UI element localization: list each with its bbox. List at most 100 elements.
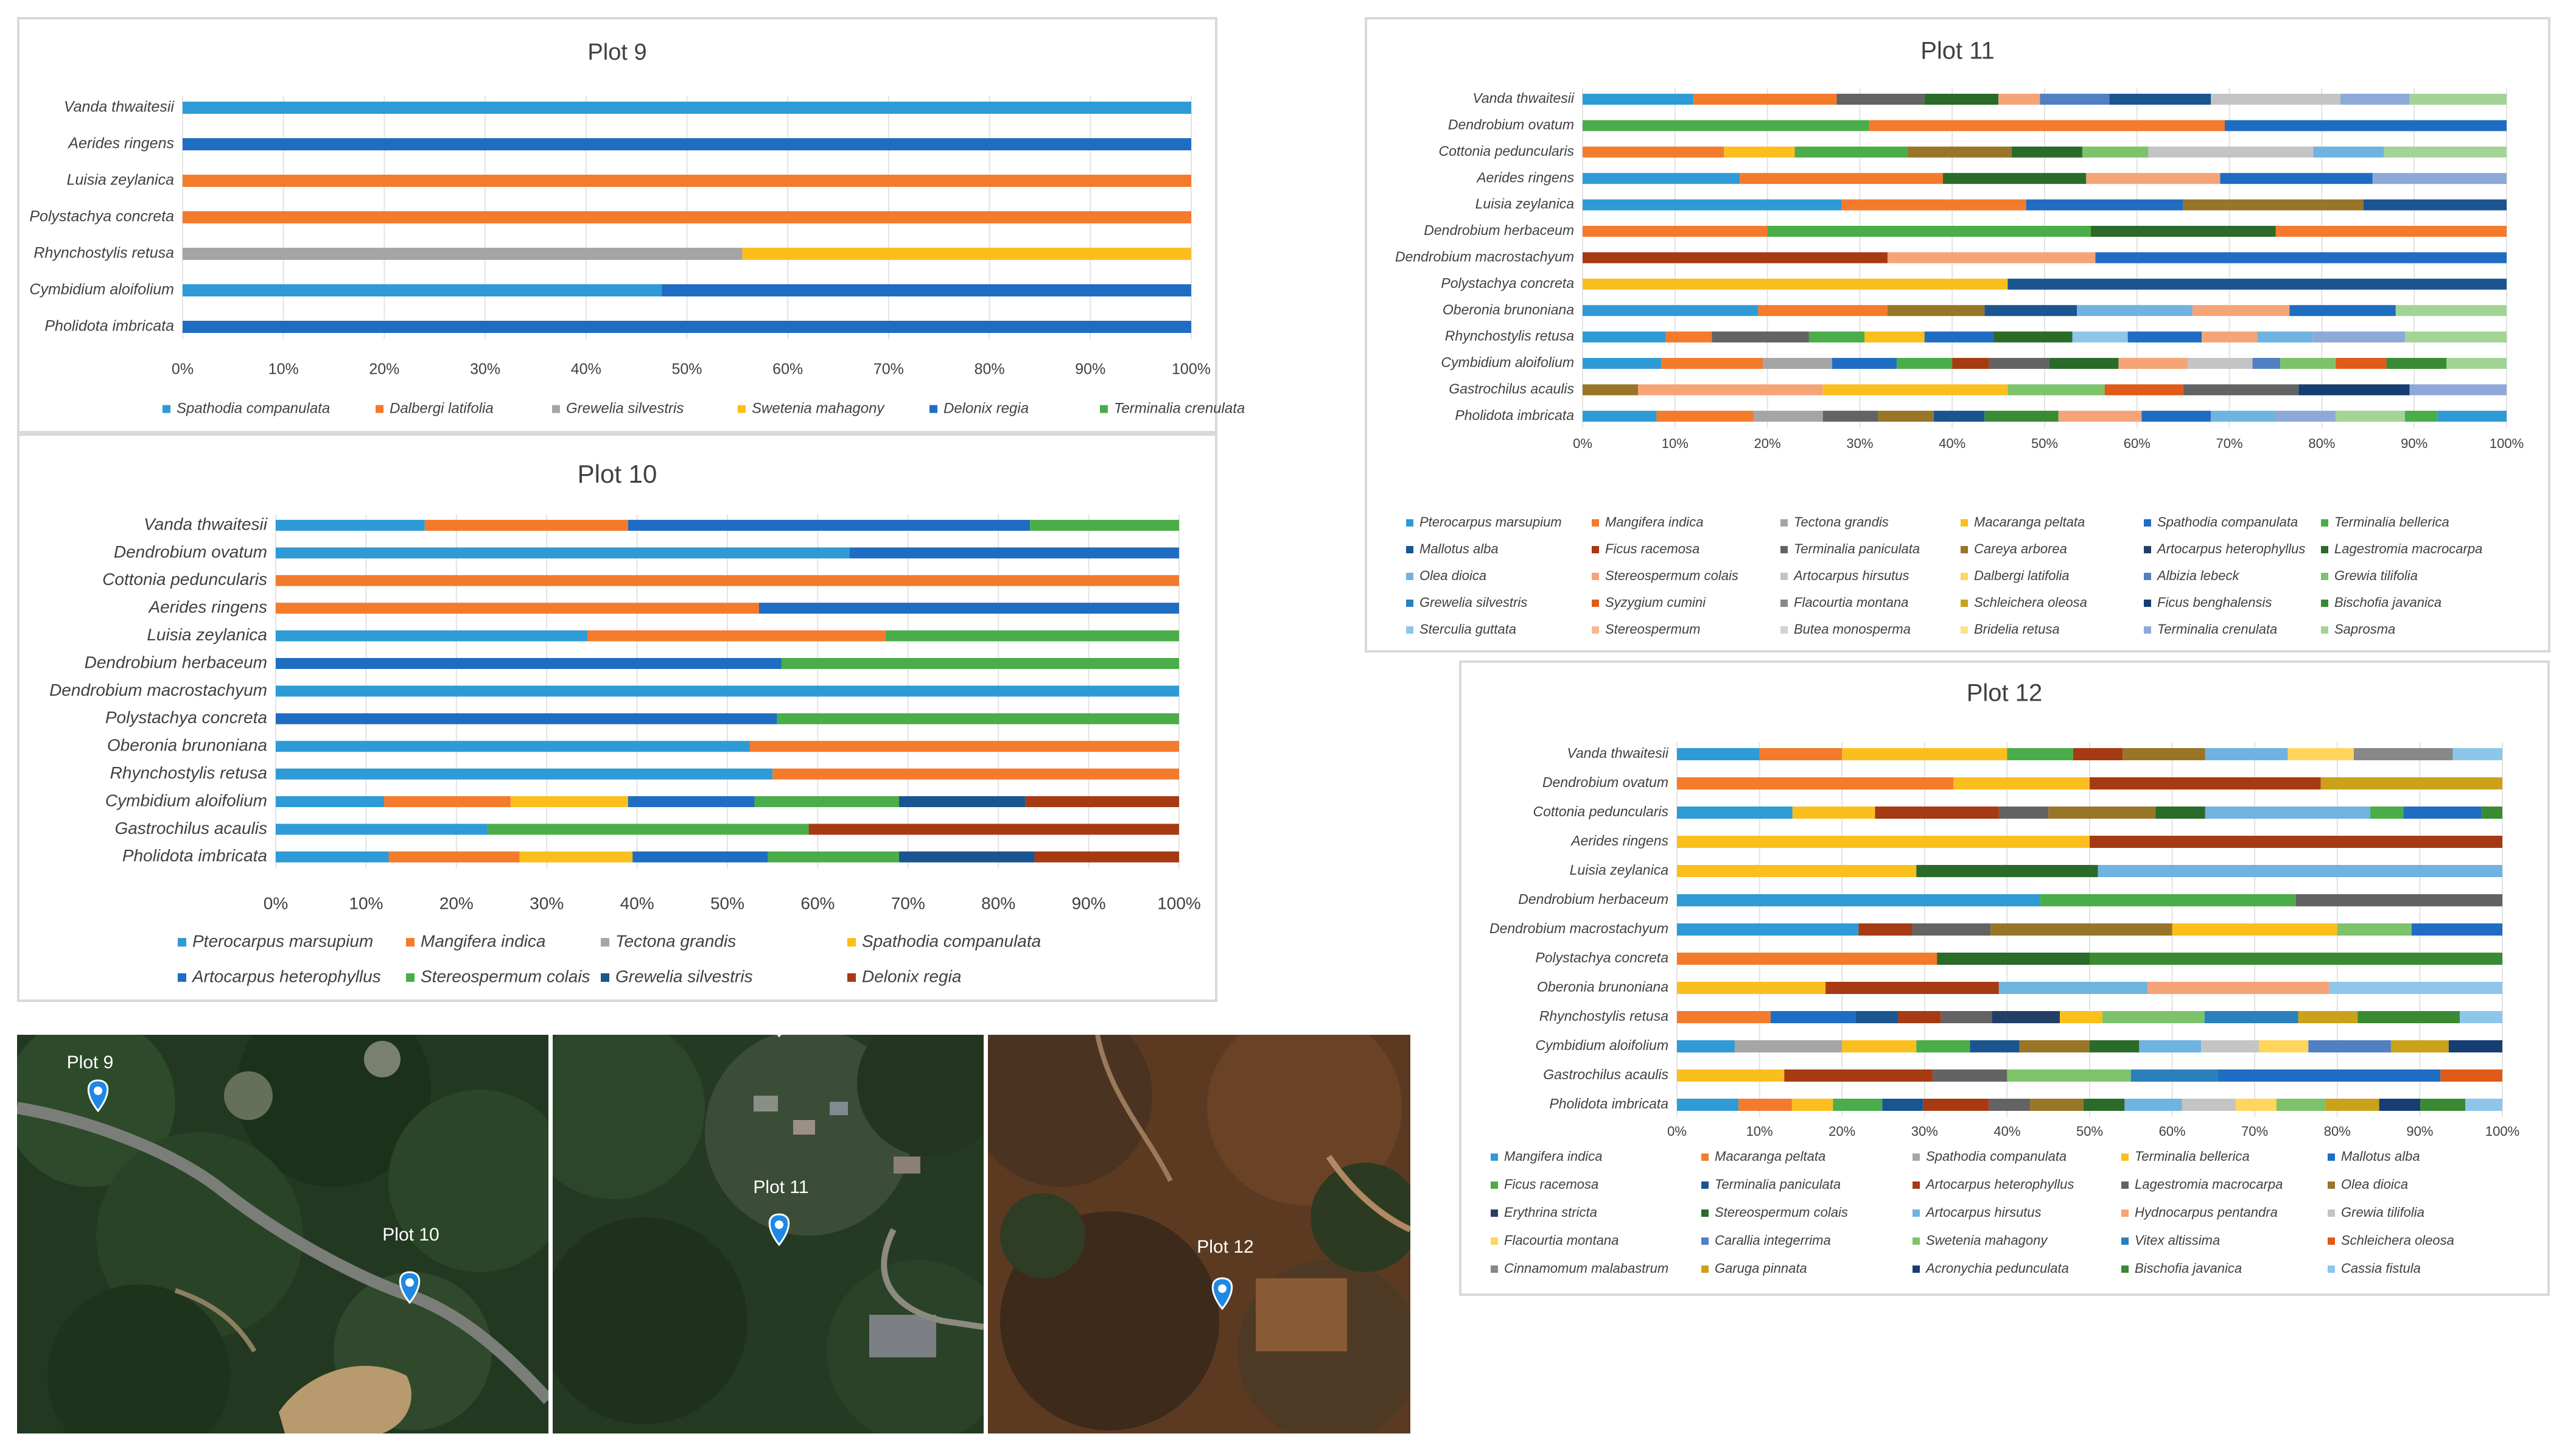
map-pin-label: Plot 11: [753, 1177, 808, 1197]
bar-segment: [2104, 384, 2183, 396]
bar-segment: [276, 824, 488, 835]
category-label: Rhynchostylis retusa: [33, 245, 174, 262]
bar-segment: [2395, 305, 2507, 317]
x-tick-label: 50%: [671, 361, 702, 378]
legend-label: Lagestromia macrocarpa: [2334, 541, 2482, 556]
legend-label: Schleichera oleosa: [1974, 595, 2087, 610]
bar-segment: [1677, 865, 1917, 877]
legend-swatch: [2321, 546, 2328, 553]
chart-title: Plot 9: [587, 40, 646, 65]
legend-label: Saprosma: [2334, 621, 2395, 637]
bar-segment: [2420, 1099, 2466, 1111]
legend-label: Careya arborea: [1974, 541, 2067, 556]
bar-segment: [1677, 982, 1826, 994]
category-label: Luisia zeylanica: [147, 625, 267, 644]
bar-segment: [2205, 807, 2371, 819]
category-label: Dendrobium macrostachyum: [49, 681, 267, 699]
x-tick-label: 30%: [1911, 1124, 1938, 1139]
legend-label: Artocarpus hirsutus: [1793, 568, 1909, 583]
x-tick-label: 10%: [349, 894, 383, 912]
bar-segment: [1952, 358, 1989, 369]
bar-segment: [1758, 305, 1888, 317]
bar-segment: [1677, 953, 1937, 965]
bar-segment: [2372, 173, 2507, 184]
legend-swatch: [178, 938, 186, 947]
legend-swatch: [1701, 1153, 1709, 1161]
bar-segment: [2257, 331, 2313, 343]
bar-segment: [2077, 305, 2193, 317]
legend-swatch: [1913, 1181, 1920, 1189]
legend-swatch: [552, 405, 560, 413]
chart-title: Plot 10: [578, 460, 657, 488]
legend-label: Stereospermum colais: [1715, 1205, 1848, 1220]
x-tick-label: 100%: [2485, 1124, 2519, 1139]
bar-segment: [1583, 410, 1657, 422]
bar-segment: [2040, 94, 2110, 105]
bar-segment: [1912, 923, 1991, 936]
bar-segment: [2141, 410, 2211, 422]
bar-segment: [628, 520, 1031, 531]
legend-swatch: [1701, 1237, 1709, 1245]
plot-12-chart: Plot 12 Vanda thwaitesii Dendrobium ovatum…: [1489, 680, 2519, 1276]
legend-swatch: [2121, 1209, 2129, 1217]
bar-segment: [777, 713, 1179, 724]
bar-segment: [1583, 331, 1666, 343]
bar-segment: [758, 603, 1179, 614]
legend-label: Ficus racemosa: [1504, 1177, 1598, 1192]
bar-segment: [2083, 1099, 2125, 1111]
bar-segment: [1832, 358, 1897, 369]
legend-swatch: [1406, 626, 1413, 634]
bar-segment: [1583, 146, 1724, 158]
bar-segment: [750, 741, 1179, 752]
legend-swatch: [738, 405, 746, 413]
x-tick-label: 10%: [268, 361, 299, 378]
bar-segment: [1583, 358, 1662, 369]
bar-segment: [1882, 1099, 1923, 1111]
bar-segment: [1677, 894, 2040, 906]
bar-segment: [2007, 1069, 2131, 1082]
legend-swatch: [2328, 1209, 2335, 1217]
bar-segment: [1025, 796, 1179, 807]
bar-segment: [2007, 748, 2073, 760]
bar-segment: [1583, 384, 1639, 396]
bar-segment: [1908, 146, 2012, 158]
bar-segment: [183, 321, 1191, 333]
x-tick-label: 60%: [2124, 436, 2151, 451]
bar-segment: [1583, 305, 1759, 317]
bar-segment: [2340, 94, 2410, 105]
bar-segment: [772, 768, 1179, 780]
category-label: Cymbidium aloifolium: [105, 791, 267, 810]
category-label: Rhynchostylis retusa: [110, 763, 267, 782]
bar-segment: [2390, 1040, 2449, 1052]
category-label: Luisia zeylanica: [1475, 196, 1574, 212]
legend-swatch: [1491, 1181, 1498, 1189]
bar-segment: [183, 175, 1191, 187]
bar-segment: [1992, 1011, 2060, 1023]
bar-segment: [742, 248, 1191, 260]
bar-segment: [2336, 410, 2406, 422]
legend-swatch: [2321, 600, 2328, 607]
bar-segment: [2040, 894, 2296, 906]
legend-label: Ficus racemosa: [1605, 541, 1699, 556]
bar-segment: [1583, 226, 1768, 237]
bar-segment: [2460, 1011, 2502, 1023]
legend-label: Delonix regia: [943, 400, 1029, 416]
bar-segment: [1869, 120, 2225, 131]
bar-segment: [1753, 410, 1823, 422]
bar-segment: [2405, 410, 2438, 422]
legend-label: Bridelia retusa: [1974, 621, 2060, 637]
bar-segment: [2482, 807, 2502, 819]
legend-label: Spathodia companulata: [177, 400, 330, 416]
category-label: Rhynchostylis retusa: [1445, 328, 1574, 344]
bar-segment: [510, 796, 628, 807]
bar-segment: [2308, 1040, 2391, 1052]
legend-swatch: [1961, 626, 1968, 634]
bar-segment: [1712, 331, 1809, 343]
x-tick-label: 100%: [1157, 894, 1201, 912]
bar-segment: [2148, 146, 2314, 158]
bar-segment: [1858, 923, 1913, 936]
category-label: Dendrobium herbaceum: [85, 653, 267, 671]
bar-segment: [2225, 120, 2507, 131]
legend-swatch: [1780, 600, 1788, 607]
legend-swatch: [1780, 519, 1788, 527]
